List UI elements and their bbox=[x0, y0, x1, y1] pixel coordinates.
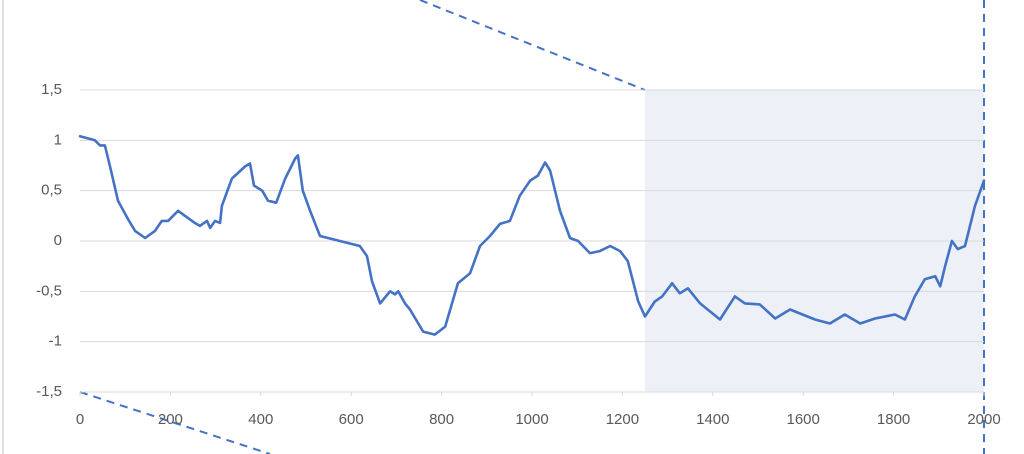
data-line bbox=[78, 135, 986, 336]
x-tick-label: 1400 bbox=[696, 411, 729, 428]
x-tick-label: 200 bbox=[158, 411, 183, 428]
y-tick-label: 0 bbox=[54, 232, 62, 249]
y-tick-label: 1 bbox=[54, 131, 62, 148]
x-tick-label: 2000 bbox=[967, 411, 1000, 428]
x-tick-label: 600 bbox=[339, 411, 364, 428]
y-tick-label: 0,5 bbox=[41, 182, 62, 199]
x-tick-label: 400 bbox=[248, 411, 273, 428]
zoom-connector bbox=[79, 391, 271, 454]
x-tick-label: 800 bbox=[429, 411, 454, 428]
x-tick-label: 0 bbox=[76, 411, 84, 428]
x-tick-label: 1000 bbox=[515, 411, 548, 428]
x-tick-label: 1600 bbox=[787, 411, 820, 428]
x-tick-label: 1800 bbox=[877, 411, 910, 428]
y-tick-label: 1,5 bbox=[41, 81, 62, 98]
y-tick-label: -0,5 bbox=[36, 282, 62, 299]
y-tick-label: -1,5 bbox=[36, 383, 62, 400]
y-tick-label: -1 bbox=[49, 333, 62, 350]
x-tick-label: 1200 bbox=[606, 411, 639, 428]
zoom-connector bbox=[419, 0, 646, 91]
